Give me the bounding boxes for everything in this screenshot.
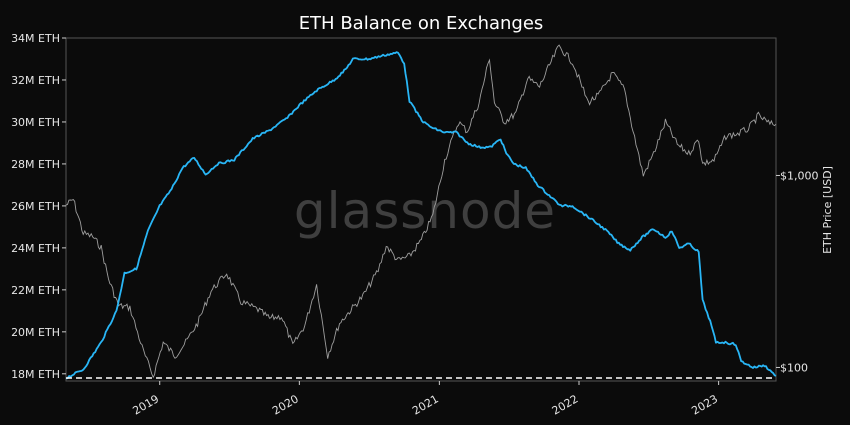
x-tick-label: 2022 — [550, 392, 581, 417]
eth-price-series-line — [65, 44, 777, 379]
plot-area — [65, 37, 777, 382]
y-tick-label: 28M ETH — [11, 158, 60, 171]
chart-title: ETH Balance on Exchanges — [299, 13, 544, 34]
y2-tick-label: $1,000 — [780, 169, 819, 182]
y2-axis-label: ETH Price [USD] — [821, 166, 834, 254]
y-tick-label: 30M ETH — [11, 116, 60, 129]
x-tick-label: 2020 — [270, 392, 301, 417]
y-tick-label: 34M ETH — [11, 32, 60, 45]
y-tick-label: 24M ETH — [11, 242, 60, 255]
x-axis: 2019 2020 2021 2022 2023 — [130, 381, 720, 418]
y2-tick-label: $100 — [780, 361, 808, 374]
y-tick-label: 26M ETH — [11, 200, 60, 213]
x-tick-label: 2023 — [689, 392, 720, 417]
plot-frame — [65, 37, 777, 382]
eth-balance-series-line — [65, 51, 777, 380]
series-layer — [65, 44, 777, 380]
y2-axis: $100 $1,000 — [776, 169, 819, 374]
watermark: glassnode — [294, 182, 556, 240]
y-tick-label: 22M ETH — [11, 284, 60, 297]
y-tick-label: 32M ETH — [11, 74, 60, 87]
y-tick-label: 20M ETH — [11, 326, 60, 339]
y-tick-label: 18M ETH — [11, 368, 60, 381]
x-tick-label: 2021 — [410, 392, 441, 417]
x-tick-label: 2019 — [130, 392, 161, 417]
y-axis: 18M ETH 20M ETH 22M ETH 24M ETH 26M ETH 28M E… — [11, 32, 66, 381]
